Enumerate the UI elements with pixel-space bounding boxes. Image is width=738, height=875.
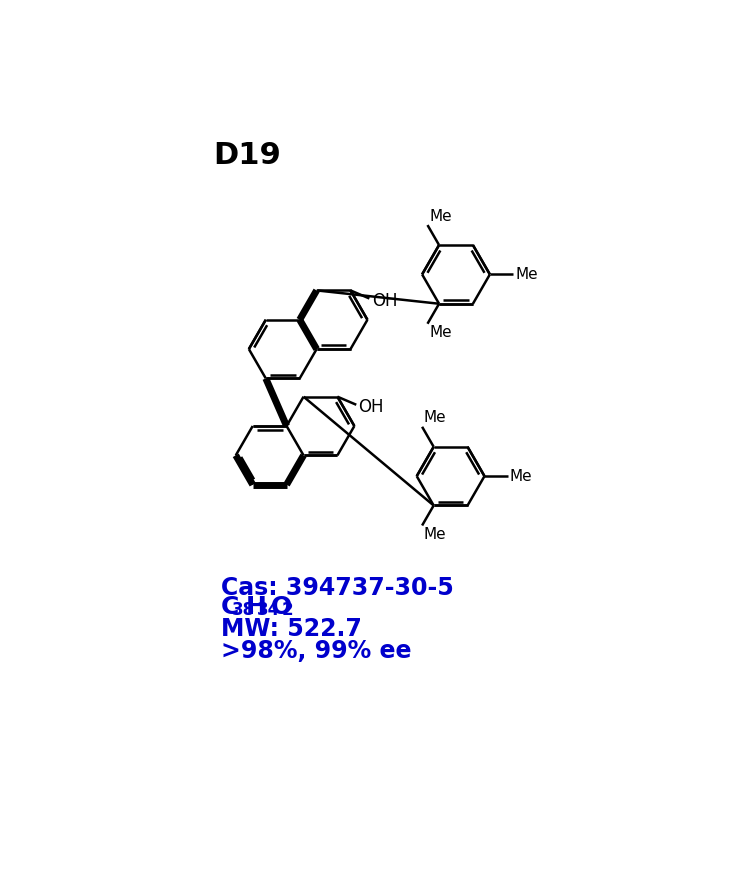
Text: Me: Me <box>429 326 452 340</box>
Text: 34: 34 <box>257 601 280 619</box>
Text: H: H <box>246 596 266 619</box>
Text: MW: 522.7: MW: 522.7 <box>221 617 362 641</box>
Text: O: O <box>270 596 292 619</box>
Text: D19: D19 <box>213 141 281 171</box>
Text: Me: Me <box>424 527 446 542</box>
Text: Me: Me <box>429 208 452 223</box>
Text: >98%, 99% ee: >98%, 99% ee <box>221 639 412 662</box>
Text: OH: OH <box>359 398 384 416</box>
Text: Me: Me <box>515 267 538 282</box>
Text: OH: OH <box>372 291 397 310</box>
Text: Me: Me <box>424 410 446 425</box>
Text: 2: 2 <box>282 601 294 619</box>
Text: Cas: 394737-30-5: Cas: 394737-30-5 <box>221 577 454 600</box>
Text: 38: 38 <box>232 601 255 619</box>
Text: C: C <box>221 596 240 619</box>
Text: Me: Me <box>510 469 533 484</box>
